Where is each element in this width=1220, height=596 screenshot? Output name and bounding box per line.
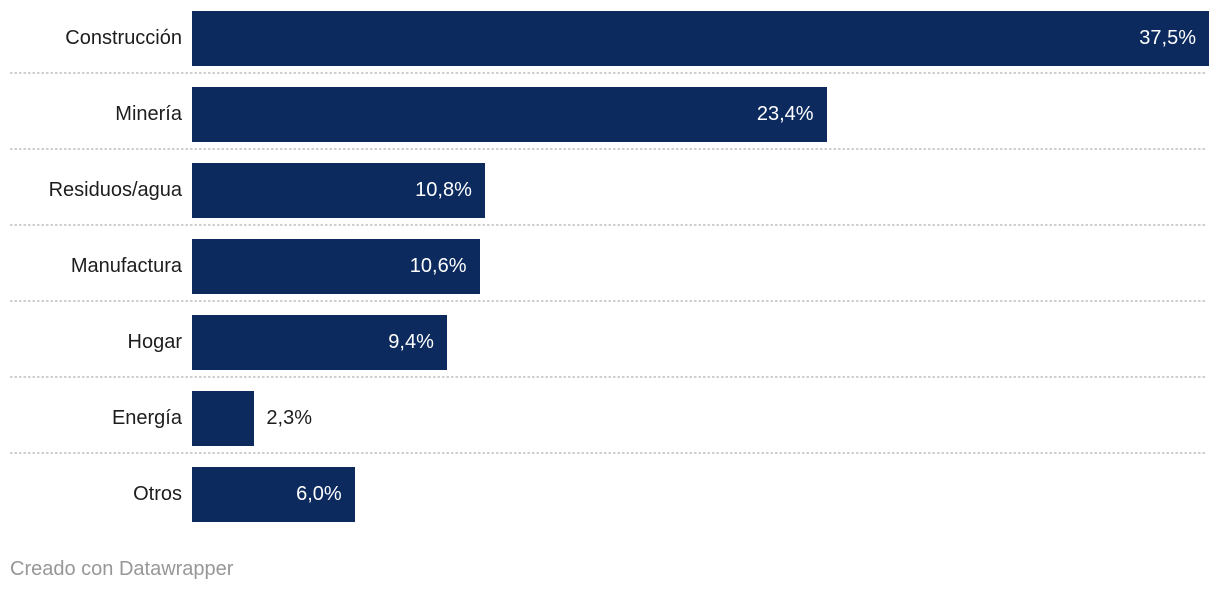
bar-area: 37,5% bbox=[192, 10, 1209, 66]
bar: 6,0% bbox=[192, 466, 355, 522]
bar: 23,4% bbox=[192, 86, 827, 142]
chart-row: Construcción 37,5% bbox=[0, 0, 1220, 76]
bar: 10,8% bbox=[192, 162, 485, 218]
value-label: 10,6% bbox=[409, 254, 467, 277]
bar: 9,4% bbox=[192, 314, 447, 370]
chart-row: Manufactura 10,6% bbox=[0, 228, 1220, 304]
value-label: 23,4% bbox=[756, 102, 814, 125]
bar-area: 23,4% bbox=[192, 86, 1209, 142]
category-label: Residuos/agua bbox=[48, 179, 182, 201]
chart-row: Residuos/agua 10,8% bbox=[0, 152, 1220, 228]
bar-area: 6,0% bbox=[192, 466, 1209, 522]
bar-area: 2,3% bbox=[192, 390, 1209, 446]
bar: 10,6% bbox=[192, 238, 480, 294]
value-label: 37,5% bbox=[1139, 26, 1196, 49]
bar-area: 10,6% bbox=[192, 238, 1209, 294]
category-label: Construcción bbox=[65, 27, 182, 49]
category-label: Hogar bbox=[127, 331, 182, 353]
category-label: Manufactura bbox=[70, 255, 182, 277]
bar-area: 10,8% bbox=[192, 162, 1209, 218]
bar-area: 9,4% bbox=[192, 314, 1209, 370]
bar: 37,5% bbox=[192, 10, 1209, 66]
category-label: Minería bbox=[115, 103, 182, 125]
bar bbox=[192, 390, 255, 446]
value-label: 10,8% bbox=[415, 178, 472, 201]
chart-row: Hogar 9,4% bbox=[0, 304, 1220, 380]
chart-row: Otros 6,0% bbox=[0, 456, 1220, 532]
bar-chart: Construcción 37,5% Minería 23,4% Residuos/ag… bbox=[0, 0, 1220, 532]
chart-row: Energía 2,3% bbox=[0, 380, 1220, 456]
value-label: 6,0% bbox=[296, 482, 342, 505]
value-label: 9,4% bbox=[388, 330, 434, 353]
chart-row: Minería 23,4% bbox=[0, 76, 1220, 152]
chart-footer: Creado con Datawrapper bbox=[0, 558, 1220, 581]
value-label: 2,3% bbox=[266, 406, 312, 429]
datawrapper-credit-link[interactable]: Creado con Datawrapper bbox=[10, 558, 234, 580]
category-label: Otros bbox=[133, 483, 182, 505]
category-label: Energía bbox=[111, 407, 182, 429]
